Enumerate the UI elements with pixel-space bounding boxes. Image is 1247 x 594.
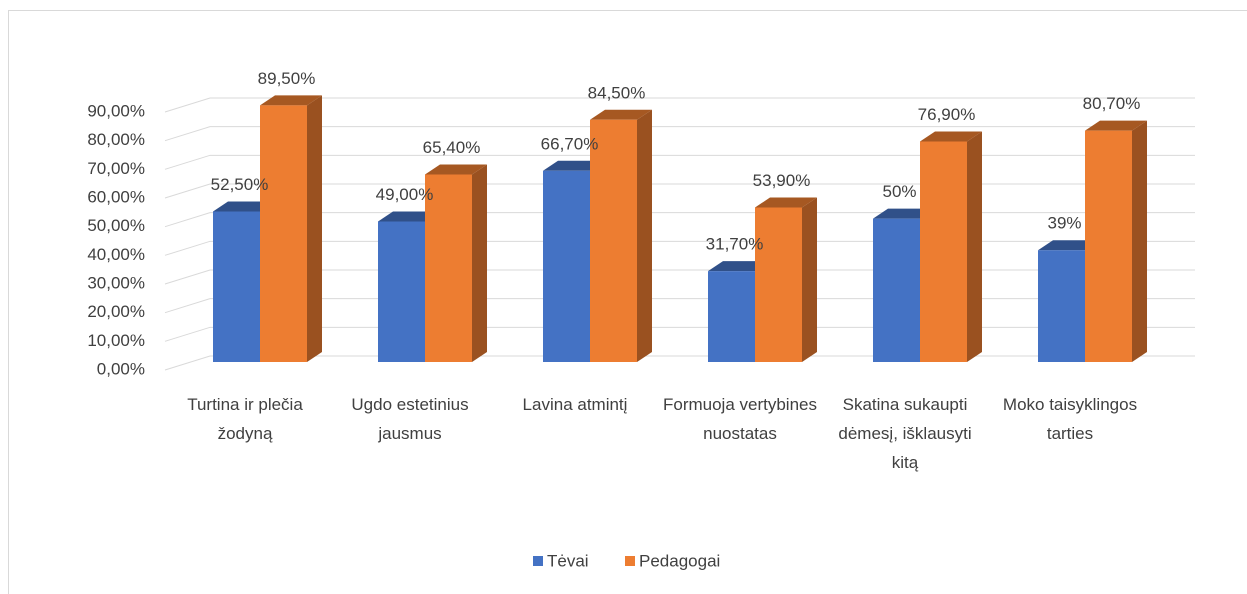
grid-line <box>164 355 1195 371</box>
bar-top <box>1085 120 1147 131</box>
legend-swatch <box>533 556 543 566</box>
bar-front <box>213 211 260 362</box>
bar-front <box>873 218 920 362</box>
bar <box>590 109 652 363</box>
bar-front <box>1085 130 1132 362</box>
grid-line <box>164 326 1195 342</box>
bar-top <box>920 131 982 142</box>
data-label: 31,70% <box>706 235 764 254</box>
data-label: 39% <box>1047 214 1081 233</box>
y-tick-label: 80,00% <box>87 130 145 149</box>
bar-front <box>708 271 755 362</box>
bar-front <box>378 221 425 362</box>
bar-top <box>755 197 817 208</box>
y-tick-label: 90,00% <box>87 101 145 120</box>
y-tick-label: 40,00% <box>87 245 145 264</box>
data-label: 50% <box>882 182 916 201</box>
bar-front <box>755 207 802 362</box>
bar-side <box>1132 120 1147 362</box>
y-tick-label: 50,00% <box>87 216 145 235</box>
data-label: 66,70% <box>541 134 599 153</box>
legend-label: Tėvai <box>547 551 589 570</box>
bar-top <box>260 95 322 106</box>
bar <box>1085 120 1147 362</box>
bar-top <box>213 201 275 212</box>
bar-side <box>307 95 322 362</box>
y-tick-label: 30,00% <box>87 273 145 292</box>
bar-front <box>590 119 637 363</box>
bar-top <box>425 164 487 175</box>
grid-line <box>164 269 1195 285</box>
grid-line <box>164 212 1195 228</box>
data-label: 65,40% <box>423 138 481 157</box>
bar-side <box>472 164 487 362</box>
y-tick-label: 0,00% <box>97 359 145 378</box>
data-label: 52,50% <box>211 175 269 194</box>
data-label: 53,90% <box>753 171 811 190</box>
grid-line <box>164 126 1195 142</box>
x-tick-label: Skatina sukaupti dėmesį, išklausyti kitą <box>838 395 972 472</box>
bar-front <box>260 105 307 362</box>
bar-front <box>425 174 472 362</box>
bar-front <box>543 170 590 362</box>
data-label: 80,70% <box>1083 94 1141 113</box>
bar-top <box>590 109 652 120</box>
y-tick-label: 20,00% <box>87 302 145 321</box>
x-tick-label: Lavina atmintį <box>522 395 628 414</box>
bar-top <box>1038 240 1100 251</box>
grid-line <box>164 298 1195 314</box>
x-tick-label: Ugdo estetinius jausmus <box>351 395 469 443</box>
x-tick-label: Moko taisyklingos tarties <box>1002 395 1138 443</box>
bar-top <box>708 261 770 272</box>
data-label: 76,90% <box>918 105 976 124</box>
legend-label: Pedagogai <box>639 551 720 570</box>
bar-top <box>543 160 605 171</box>
bar-front <box>1038 250 1085 362</box>
x-tick-label: Formuoja vertybines nuostatas <box>662 395 817 443</box>
y-tick-label: 60,00% <box>87 187 145 206</box>
chart-frame <box>8 10 1247 594</box>
grid-line <box>164 154 1195 170</box>
bar-side <box>802 197 817 362</box>
bar-front <box>920 141 967 362</box>
data-label: 89,50% <box>258 69 316 88</box>
bar <box>260 95 322 362</box>
bar <box>425 164 487 362</box>
bar <box>755 197 817 362</box>
grid-line <box>164 97 1195 113</box>
data-label: 49,00% <box>376 185 434 204</box>
bar-side <box>637 109 652 363</box>
y-tick-label: 70,00% <box>87 159 145 178</box>
grid-line <box>164 183 1195 199</box>
grid-line <box>164 240 1195 256</box>
bar-side <box>967 131 982 362</box>
bar <box>920 131 982 362</box>
bar-top <box>378 211 440 222</box>
legend-swatch <box>625 556 635 566</box>
x-tick-label: Turtina ir plečia žodyną <box>187 395 303 443</box>
bar-top <box>873 208 935 219</box>
y-tick-label: 10,00% <box>87 331 145 350</box>
data-label: 84,50% <box>588 83 646 102</box>
